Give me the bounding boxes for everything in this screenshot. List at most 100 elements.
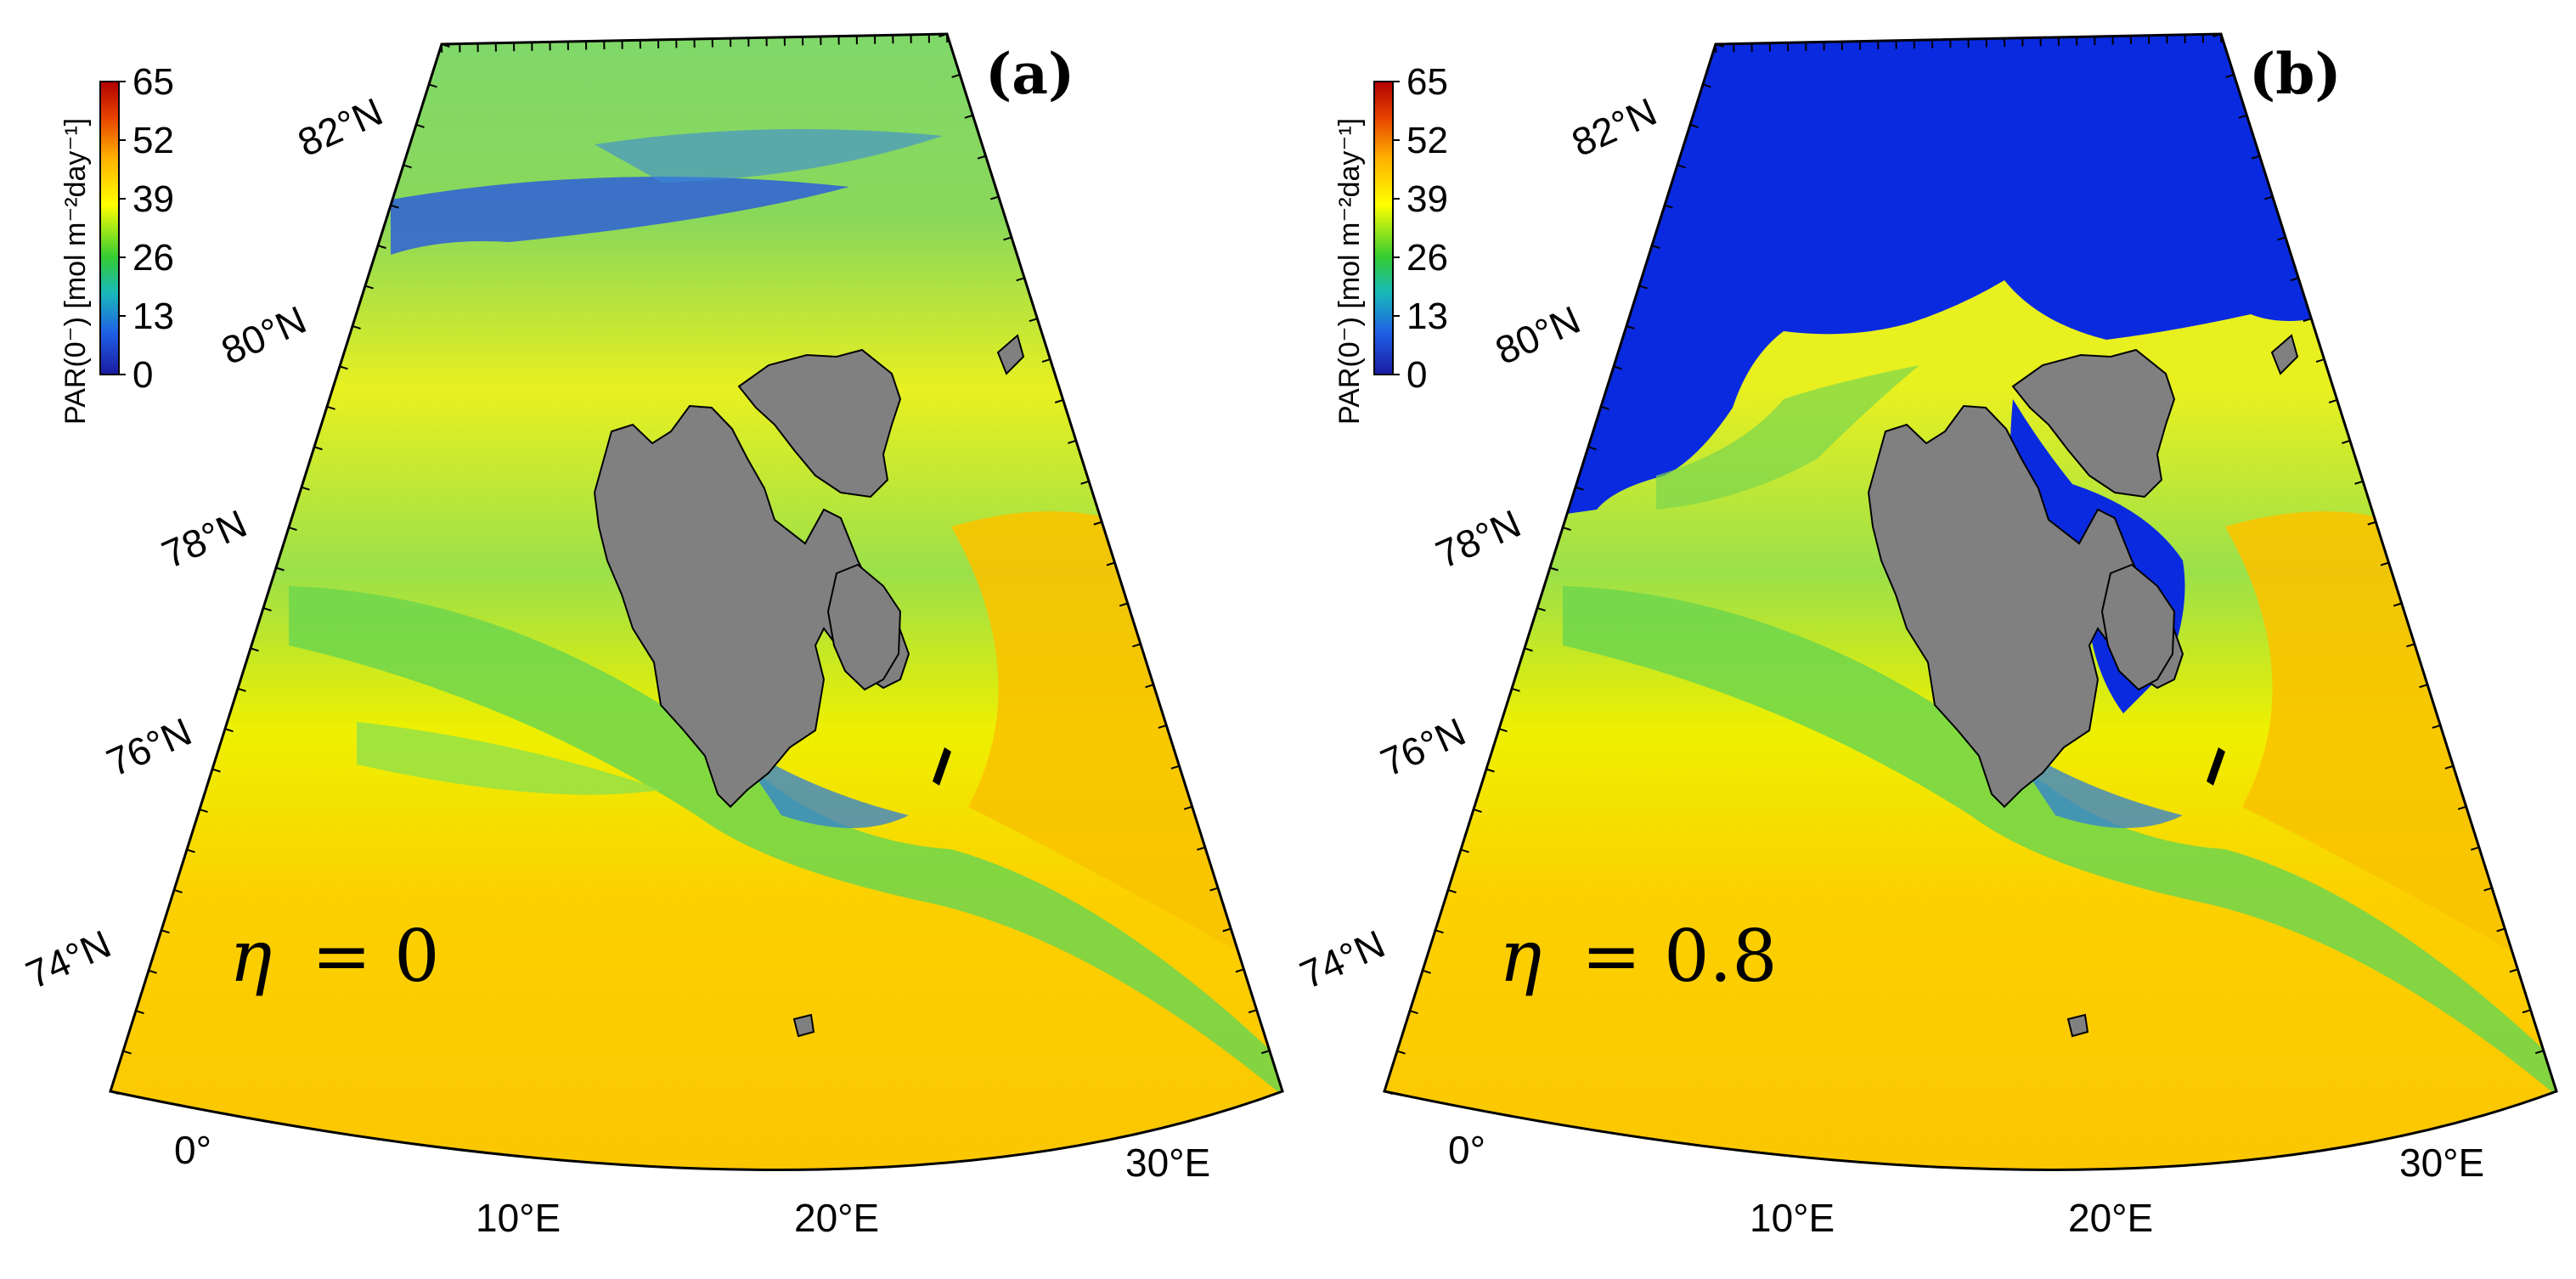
lon-label-30e: 30°E [2399, 1141, 2484, 1185]
lat-label-82: 82°N [1565, 89, 1663, 165]
frame-tick [2457, 805, 2466, 810]
frame-tick [1460, 848, 1469, 854]
frame-tick [1524, 647, 1533, 652]
colorbar-tick-label: 52 [132, 120, 174, 161]
map-frame-b [1383, 32, 2558, 1171]
colorbar-b: PAR(0⁻) [mol m⁻²day⁻¹] 65 52 39 26 13 0 [1333, 61, 1448, 425]
frame-tick [211, 768, 221, 773]
frame-tick [135, 1010, 144, 1015]
frame-tick [2548, 1090, 2557, 1095]
frame-tick [2367, 521, 2376, 526]
colorbar-tick-label: 26 [132, 237, 174, 279]
frame-tick [964, 114, 973, 119]
frame-tick [939, 33, 948, 37]
map-panel-a: (a) η = 0 82°N 80°N 78°N 76°N 74°N 0° 10… [20, 32, 1284, 1240]
frame-tick [1260, 1050, 1271, 1055]
frame-tick [951, 73, 961, 78]
lon-label-10e: 10°E [476, 1196, 561, 1240]
frame-tick [1549, 566, 1559, 572]
frame-tick [1274, 1090, 1283, 1095]
panel-letter-b: (b) [2249, 41, 2342, 107]
colorbar-a: PAR(0⁻) [mol m⁻²day⁻¹] 65 52 39 26 13 0 [59, 61, 174, 425]
lon-label-30e: 30°E [1125, 1141, 1210, 1185]
lat-label-76: 76°N [100, 709, 198, 785]
panel-letter-a: (a) [985, 41, 1074, 107]
frame-tick [1626, 325, 1635, 330]
eta-symbol: η [1499, 915, 1542, 998]
frame-tick [1435, 929, 1444, 934]
frame-tick [1197, 846, 1206, 851]
frame-tick [2303, 318, 2312, 323]
frame-tick [403, 164, 412, 169]
frame-tick [1145, 684, 1154, 689]
lat-label-74: 74°N [20, 921, 117, 997]
frame-tick [1562, 527, 1571, 532]
frame-tick [288, 527, 297, 532]
frame-tick [1536, 606, 1546, 611]
colorbar-ramp [99, 81, 120, 375]
frame-tick [1409, 1010, 1418, 1015]
frame-tick [2315, 358, 2325, 363]
frame-tick [2251, 155, 2260, 160]
frame-tick [989, 195, 1000, 200]
frame-tick [122, 1050, 132, 1055]
frame-tick [1664, 204, 1673, 209]
frame-tick [390, 204, 399, 209]
colorbar-title: PAR(0⁻) [mol m⁻²day⁻¹] [59, 118, 92, 425]
frame-tick [2380, 561, 2389, 566]
frame-tick [1511, 687, 1520, 692]
frame-tick [2432, 724, 2441, 730]
frame-tick [1068, 439, 1077, 444]
colorbar-tick-label: 26 [1406, 237, 1448, 279]
frame-tick [1485, 768, 1495, 773]
frame-tick [1132, 643, 1141, 648]
frame-tick [2483, 887, 2493, 892]
frame-tick [1498, 728, 1508, 733]
frame-tick [2393, 602, 2402, 607]
frame-tick [1016, 277, 1025, 282]
frame-tick [352, 325, 361, 330]
frame-tick [1222, 927, 1232, 932]
frame-tick [2522, 1009, 2531, 1014]
frame-tick [339, 365, 348, 370]
frame-tick [1422, 969, 1431, 974]
frame-tick [1029, 318, 1038, 323]
lon-label-20e: 20°E [2068, 1196, 2153, 1240]
colorbar-tick-label: 65 [1406, 61, 1448, 103]
frame-tick [326, 405, 335, 410]
frame-tick [2328, 399, 2338, 403]
colorbar-tick-label: 52 [1406, 120, 1448, 161]
frame-tick [301, 486, 310, 491]
frame-tick [1248, 1009, 1257, 1014]
frame-tick [161, 929, 170, 934]
lat-label-82: 82°N [291, 89, 389, 165]
frame-tick [2509, 968, 2518, 973]
frame-tick [2277, 236, 2286, 241]
eta-label-a: η = 0 [229, 915, 440, 998]
frame-tick [1651, 245, 1660, 250]
frame-tick [1235, 968, 1244, 973]
frame-tick [2263, 195, 2274, 200]
frame-tick [2290, 277, 2299, 282]
lat-label-74: 74°N [1294, 921, 1391, 997]
frame-tick [2444, 764, 2454, 769]
frame-tick [1170, 764, 1180, 769]
frame-tick [1041, 358, 1051, 363]
colorbar-tick-label: 13 [132, 296, 174, 337]
frame-tick [1677, 164, 1686, 169]
frame-tick [199, 809, 208, 814]
frame-tick [1093, 521, 1102, 526]
frame-tick [1638, 285, 1648, 290]
frame-tick [1587, 446, 1597, 451]
frame-tick [2471, 846, 2480, 851]
frame-tick [2212, 33, 2222, 37]
frame-tick [1702, 83, 1711, 88]
eta-label-b: η = 0.8 [1499, 915, 1778, 998]
frame-tick [1003, 236, 1012, 241]
frame-tick [313, 446, 323, 451]
colorbar-tick-label: 65 [132, 61, 174, 103]
frame-tick [110, 1090, 119, 1095]
frame-tick [1396, 1050, 1406, 1055]
lon-label-10e: 10°E [1750, 1196, 1835, 1240]
